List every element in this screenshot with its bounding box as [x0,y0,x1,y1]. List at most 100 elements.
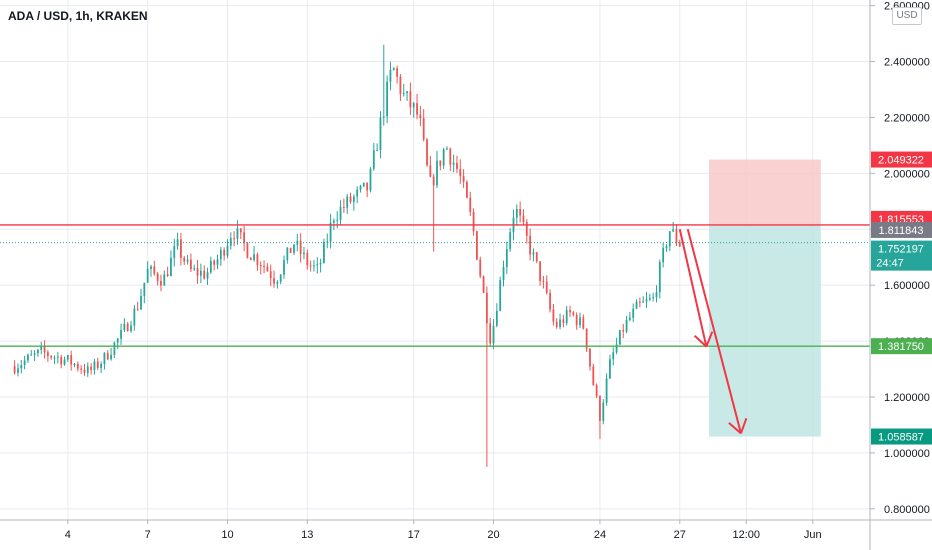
candle-body [648,298,651,300]
candle-body [426,139,428,166]
candle-body [672,229,675,232]
candle-body [675,229,678,243]
candle-body [515,208,518,218]
candle-body [249,257,252,261]
candle-body [286,247,289,261]
candle-body [432,176,435,186]
candle-body [313,265,315,267]
candle-body [289,247,292,253]
candle-body [293,244,295,253]
candle-body [180,239,182,258]
chart-title: ADA / USD, 1h, KRAKEN [8,9,148,23]
candle-body [86,366,89,373]
candle-body [392,68,395,70]
candle-body [402,93,405,95]
price-label: 1.381750 [878,341,924,353]
candle-body [156,273,159,281]
horizontal-lines[interactable] [0,224,870,347]
price-label: 2.049322 [878,155,924,167]
candle-body [303,252,305,255]
candle-body [166,274,169,277]
candle-body [579,317,581,326]
candle-body [143,282,146,296]
y-tick-label: 1.600000 [884,280,930,292]
candle-body [592,366,595,386]
candle-body [90,366,93,370]
candle-body [502,266,505,281]
candle-body [126,323,129,332]
candle-body [356,189,359,197]
price-labels: 2.0493221.8155531.8118431.75219724:471.3… [871,151,932,445]
candle-body [206,272,209,279]
candle-body [163,274,166,286]
candle-body [595,385,598,397]
candle-body [116,338,119,343]
candle-body [37,349,39,354]
price-label-bg [871,338,932,355]
candle-body [542,280,545,282]
candle-body [123,323,126,330]
candle-body [103,352,106,365]
countdown-label: 24:47 [876,258,904,270]
price-label: 1.811843 [878,225,923,237]
candle-body [56,356,59,358]
candle-body [23,360,26,366]
candle-body [243,232,246,244]
candle-body [216,259,219,265]
candle-body [332,220,335,223]
y-tick-label: 2.200000 [884,112,930,124]
candle-body [552,309,555,322]
candle-body [452,162,455,165]
candle-body [279,274,282,282]
candle-body [492,325,495,344]
candle-body [93,361,96,370]
candle-body [589,348,591,367]
candle-body [106,352,109,360]
candle-body [316,264,319,266]
candle-body [219,249,222,260]
candle-body [382,116,385,118]
candle-body [489,323,492,344]
candle-body [269,271,272,279]
candle-body [599,396,601,421]
forecast-arrow[interactable] [686,228,742,434]
candle-body [476,231,478,260]
candle-body [246,243,249,258]
candle-body [352,196,355,203]
candle-body [346,196,349,208]
forecast-arrow[interactable] [678,229,708,347]
candle-body [462,176,465,182]
candle-body [27,354,29,361]
candle-body [386,81,389,117]
candle-body [615,344,618,353]
candle-body [436,160,438,186]
candle-body [658,262,661,293]
candle-body [665,246,668,248]
candle-body [96,361,99,368]
candle-body [389,69,392,82]
candle-body [60,356,63,365]
candle-body [369,168,372,191]
candle-body [213,260,216,265]
candle-body [70,355,73,365]
arrow-head [728,422,742,435]
arrows-layer[interactable] [678,228,748,435]
candle-body [572,312,575,315]
candle-body [50,356,53,358]
candle-body [46,352,49,357]
candle-body [625,319,628,332]
candle-body [266,266,269,272]
candle-body [326,241,329,243]
candle-body [559,319,561,328]
take-profit-zone [709,225,821,437]
candle-body [482,276,485,293]
arrow-head [705,331,714,348]
candle-body [575,314,578,326]
currency-badge[interactable]: USD [892,7,922,25]
candle-body [259,265,262,267]
candle-body [549,292,551,310]
candle-body [535,252,538,262]
candle-body [233,238,236,240]
